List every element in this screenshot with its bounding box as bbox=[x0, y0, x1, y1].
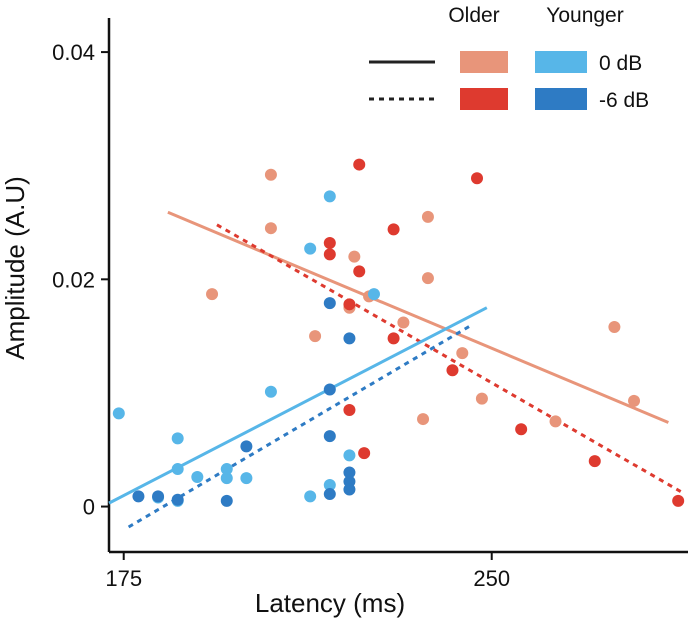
x-tick-label: 175 bbox=[105, 566, 142, 591]
point-younger-6-db bbox=[323, 297, 336, 310]
point-older-0-db bbox=[397, 316, 410, 329]
legend-header-older: Older bbox=[448, 4, 499, 27]
point-younger-0-db bbox=[112, 407, 125, 420]
point-older-6-db bbox=[515, 423, 528, 436]
y-tick-label: 0 bbox=[83, 495, 95, 520]
point-younger-0-db bbox=[323, 478, 336, 491]
point-younger-6-db bbox=[343, 466, 356, 479]
point-older-0-db bbox=[264, 168, 277, 181]
point-older-0-db bbox=[628, 394, 641, 407]
point-younger-0-db bbox=[304, 490, 317, 503]
fit-line-younger-6-db bbox=[127, 323, 473, 529]
point-older-0-db bbox=[348, 250, 361, 263]
y-tick-label: 0.04 bbox=[52, 40, 95, 65]
point-older-0-db bbox=[475, 392, 488, 405]
point-older-6-db bbox=[358, 447, 371, 460]
point-older-0-db bbox=[421, 210, 434, 223]
point-younger-6-db bbox=[323, 430, 336, 443]
point-older-0-db bbox=[456, 347, 469, 360]
legend-swatch-older-0db bbox=[460, 51, 508, 73]
fit-line-older-6-db bbox=[216, 223, 684, 495]
point-younger-0-db bbox=[240, 472, 253, 485]
point-older-0-db bbox=[421, 272, 434, 285]
point-younger-6-db bbox=[220, 494, 233, 507]
point-younger-6-db bbox=[132, 490, 145, 503]
fit-line-younger-0-db bbox=[108, 306, 488, 505]
point-younger-0-db bbox=[343, 449, 356, 462]
legend-header-younger: Younger bbox=[546, 4, 623, 27]
point-younger-6-db bbox=[152, 490, 165, 503]
points-layer bbox=[112, 158, 685, 507]
point-younger-0-db bbox=[323, 190, 336, 203]
fit-line-older-0-db bbox=[167, 210, 669, 424]
point-younger-0-db bbox=[171, 463, 184, 476]
point-older-6-db bbox=[387, 223, 400, 236]
point-older-6-db bbox=[446, 364, 459, 377]
point-older-6-db bbox=[672, 494, 685, 507]
legend-swatch-younger-0db bbox=[535, 51, 587, 73]
legend-label-6db: -6 dB bbox=[599, 89, 649, 112]
point-older-0-db bbox=[206, 288, 219, 301]
point-older-6-db bbox=[343, 403, 356, 416]
x-axis-label: Latency (ms) bbox=[255, 588, 405, 618]
point-younger-0-db bbox=[191, 471, 204, 484]
point-older-0-db bbox=[264, 222, 277, 235]
point-younger-6-db bbox=[343, 332, 356, 345]
y-axis-label: Amplitude (A.U) bbox=[0, 176, 30, 360]
point-younger-6-db bbox=[171, 493, 184, 506]
point-older-6-db bbox=[343, 298, 356, 311]
point-older-6-db bbox=[353, 265, 366, 278]
point-older-0-db bbox=[417, 413, 430, 426]
point-younger-6-db bbox=[323, 383, 336, 396]
ticks-layer: 175 250 0 0.02 0.04 bbox=[52, 40, 510, 591]
point-older-0-db bbox=[608, 321, 621, 334]
point-younger-0-db bbox=[304, 242, 317, 255]
point-younger-0-db bbox=[220, 472, 233, 485]
legend-label-0db: 0 dB bbox=[599, 52, 642, 75]
point-older-6-db bbox=[471, 172, 484, 185]
point-older-0-db bbox=[549, 415, 562, 428]
point-older-6-db bbox=[353, 158, 366, 171]
point-older-6-db bbox=[387, 332, 400, 345]
point-older-6-db bbox=[588, 455, 601, 468]
point-older-6-db bbox=[323, 236, 336, 249]
point-younger-0-db bbox=[220, 463, 233, 476]
point-younger-6-db bbox=[343, 483, 356, 496]
point-older-0-db bbox=[309, 330, 322, 343]
point-older-6-db bbox=[323, 248, 336, 261]
point-younger-6-db bbox=[323, 488, 336, 501]
point-younger-0-db bbox=[171, 432, 184, 445]
x-tick-label: 250 bbox=[473, 566, 510, 591]
axes-layer bbox=[107, 18, 688, 554]
point-younger-0-db bbox=[264, 385, 277, 398]
legend: Older Younger 0 dB -6 dB bbox=[369, 4, 649, 112]
point-younger-6-db bbox=[240, 440, 253, 453]
y-tick-label: 0.02 bbox=[52, 267, 95, 292]
point-younger-0-db bbox=[367, 288, 380, 301]
legend-swatch-younger-6db bbox=[535, 88, 587, 110]
legend-swatch-older-6db bbox=[460, 88, 508, 110]
